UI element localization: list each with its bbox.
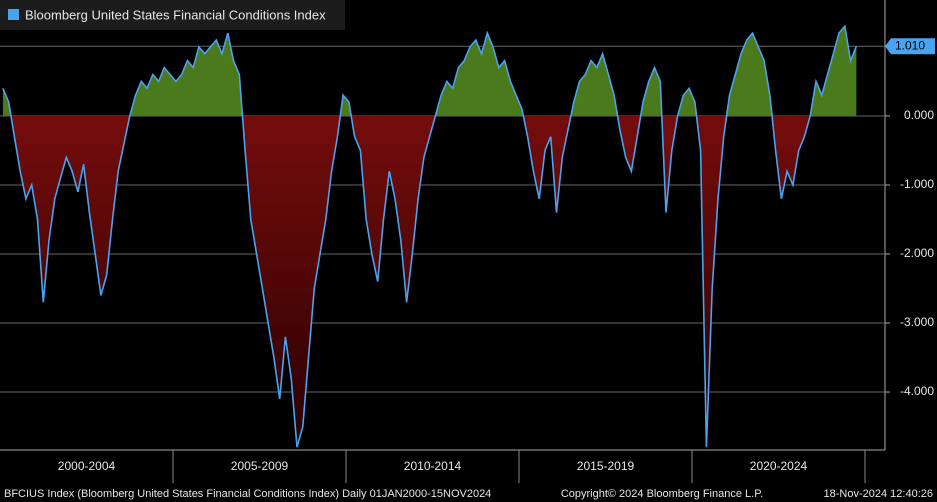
footer-right: 18-Nov-2024 12:40:26	[824, 488, 933, 500]
footer-center: Copyright© 2024 Bloomberg Finance L.P.	[561, 488, 763, 500]
legend-swatch	[8, 9, 19, 20]
x-tick-label: 2000-2004	[58, 459, 116, 473]
y-tick-label: 0.000	[904, 108, 934, 122]
last-value-label: 1.010	[895, 38, 925, 52]
x-tick-label: 2020-2024	[750, 459, 808, 473]
y-tick-label: -1.000	[900, 177, 934, 191]
x-tick-label: 2010-2014	[404, 459, 462, 473]
y-tick-label: -2.000	[900, 246, 934, 260]
negative-area	[2, 115, 857, 448]
y-tick-label: -4.000	[900, 384, 934, 398]
x-tick-label: 2015-2019	[577, 459, 635, 473]
footer-bar	[0, 483, 937, 502]
last-value-badge	[885, 38, 935, 55]
footer-left: BFCIUS Index (Bloomberg United States Fi…	[4, 488, 491, 500]
positive-area	[2, 26, 857, 116]
legend-box	[0, 0, 345, 30]
legend-label: Bloomberg United States Financial Condit…	[25, 7, 326, 22]
index-line	[2, 24, 858, 448]
x-tick-label: 2005-2009	[231, 459, 289, 473]
y-tick-label: -3.000	[900, 315, 934, 329]
